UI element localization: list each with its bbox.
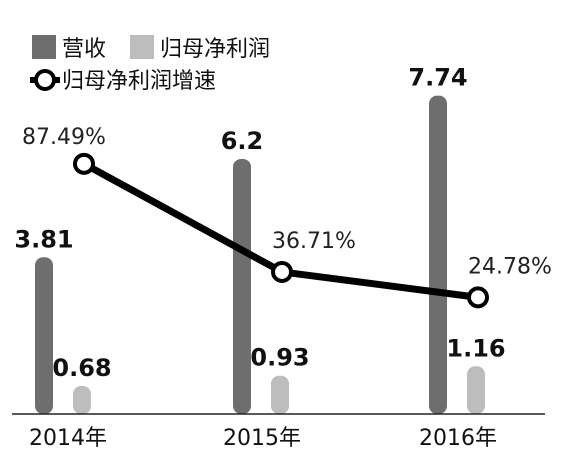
- legend: 营收 归母净利润 归母净利润增速: [30, 35, 270, 94]
- x-tick-label-2: 2015年: [223, 426, 301, 451]
- bar-label-revenue-3: 7.74: [408, 64, 467, 92]
- legend-swatch-net-profit: [130, 35, 154, 59]
- bar-label-net-profit-3: 1.16: [446, 334, 505, 362]
- x-axis-ticks: 2014年 2015年 2016年: [29, 426, 497, 451]
- growth-marker-3: [467, 286, 489, 309]
- x-tick-label-3: 2016年: [419, 426, 497, 451]
- bars: [35, 95, 485, 414]
- bar-revenue-1: [35, 257, 53, 414]
- legend-swatch-revenue: [32, 35, 56, 59]
- growth-label-1: 87.49%: [22, 125, 106, 150]
- bar-net-profit-3: [467, 366, 485, 414]
- bar-revenue-2: [233, 158, 251, 414]
- legend-label-net-profit: 归母净利润: [160, 37, 270, 62]
- growth-line-layer: 87.49% 36.71% 24.78%: [22, 125, 552, 309]
- legend-label-revenue: 营收: [62, 37, 106, 62]
- bar-label-revenue-1: 3.81: [14, 225, 73, 253]
- bar-label-revenue-2: 6.2: [221, 127, 264, 155]
- growth-label-3: 24.78%: [468, 254, 552, 279]
- bar-label-net-profit-1: 0.68: [52, 354, 111, 382]
- bar-net-profit-1: [73, 386, 91, 414]
- growth-marker-2: [271, 260, 293, 283]
- legend-marker-growth: [34, 69, 56, 91]
- bar-label-net-profit-2: 0.93: [250, 344, 309, 372]
- x-tick-label-1: 2014年: [29, 426, 107, 451]
- bar-revenue-3: [429, 95, 447, 414]
- growth-label-2: 36.71%: [272, 229, 356, 254]
- bar-labels: 3.81 6.2 7.74 0.68 0.93 1.16: [14, 64, 505, 382]
- bar-net-profit-2: [271, 375, 289, 414]
- growth-marker-1: [73, 152, 95, 175]
- legend-label-growth: 归母净利润增速: [62, 69, 216, 94]
